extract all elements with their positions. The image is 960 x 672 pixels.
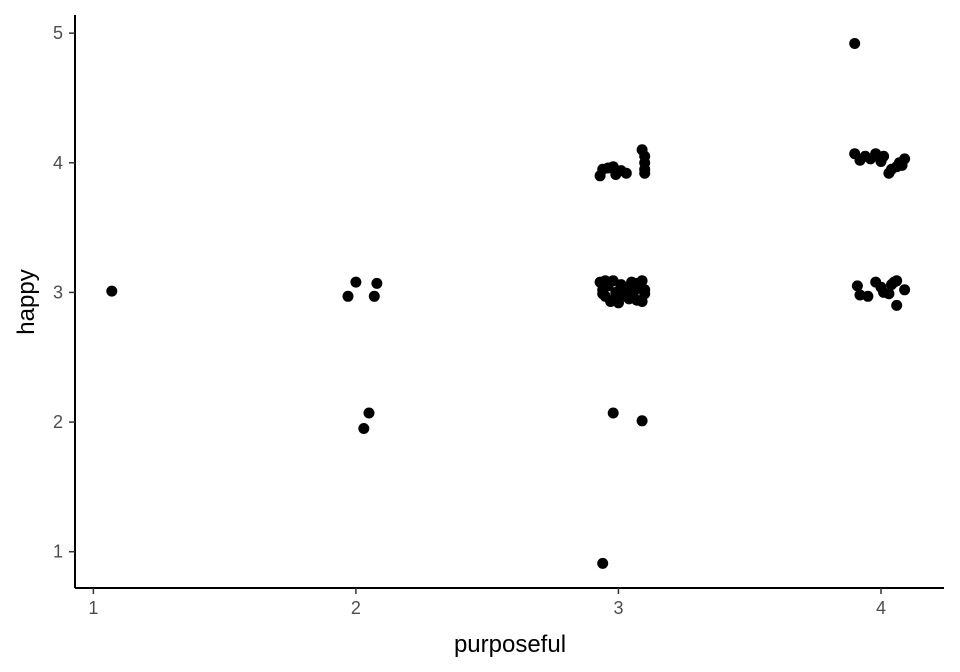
data-point [613, 285, 624, 297]
data-point [597, 288, 609, 300]
data-point [597, 557, 609, 569]
data-point [851, 280, 863, 292]
y-tick-label: 2 [53, 412, 63, 432]
points-layer [106, 38, 911, 569]
data-point [899, 153, 911, 165]
data-point [862, 290, 874, 302]
x-tick-label: 3 [613, 598, 623, 618]
data-point [639, 167, 651, 179]
data-point [883, 288, 895, 300]
data-point [639, 284, 651, 296]
x-tick-label: 4 [876, 598, 886, 618]
data-point [607, 407, 619, 419]
y-tick-label: 5 [53, 23, 63, 43]
x-tick-label: 1 [88, 598, 98, 618]
data-point [631, 277, 643, 289]
data-point [878, 150, 890, 162]
y-tick-label: 3 [53, 282, 63, 302]
data-point [620, 167, 632, 179]
data-point [849, 38, 861, 49]
y-axis-title: happy [13, 269, 40, 334]
y-tick-label: 4 [53, 153, 63, 173]
data-point [371, 277, 383, 289]
data-point [342, 290, 354, 302]
y-axis-ticks: 1 2 3 4 5 [53, 23, 75, 562]
data-point [350, 276, 362, 288]
data-point [363, 407, 375, 419]
data-point [899, 284, 911, 296]
data-point [368, 290, 380, 302]
data-point [636, 296, 648, 307]
data-point [636, 415, 648, 427]
data-point [599, 275, 611, 287]
x-axis-title: purposeful [454, 631, 566, 658]
data-point [891, 275, 903, 287]
data-point [358, 423, 370, 434]
data-point [106, 285, 118, 297]
data-point [891, 299, 903, 311]
x-axis-ticks: 1 2 3 4 [88, 588, 886, 618]
data-point [623, 284, 635, 296]
y-tick-label: 1 [53, 542, 63, 562]
x-tick-label: 2 [351, 598, 361, 618]
